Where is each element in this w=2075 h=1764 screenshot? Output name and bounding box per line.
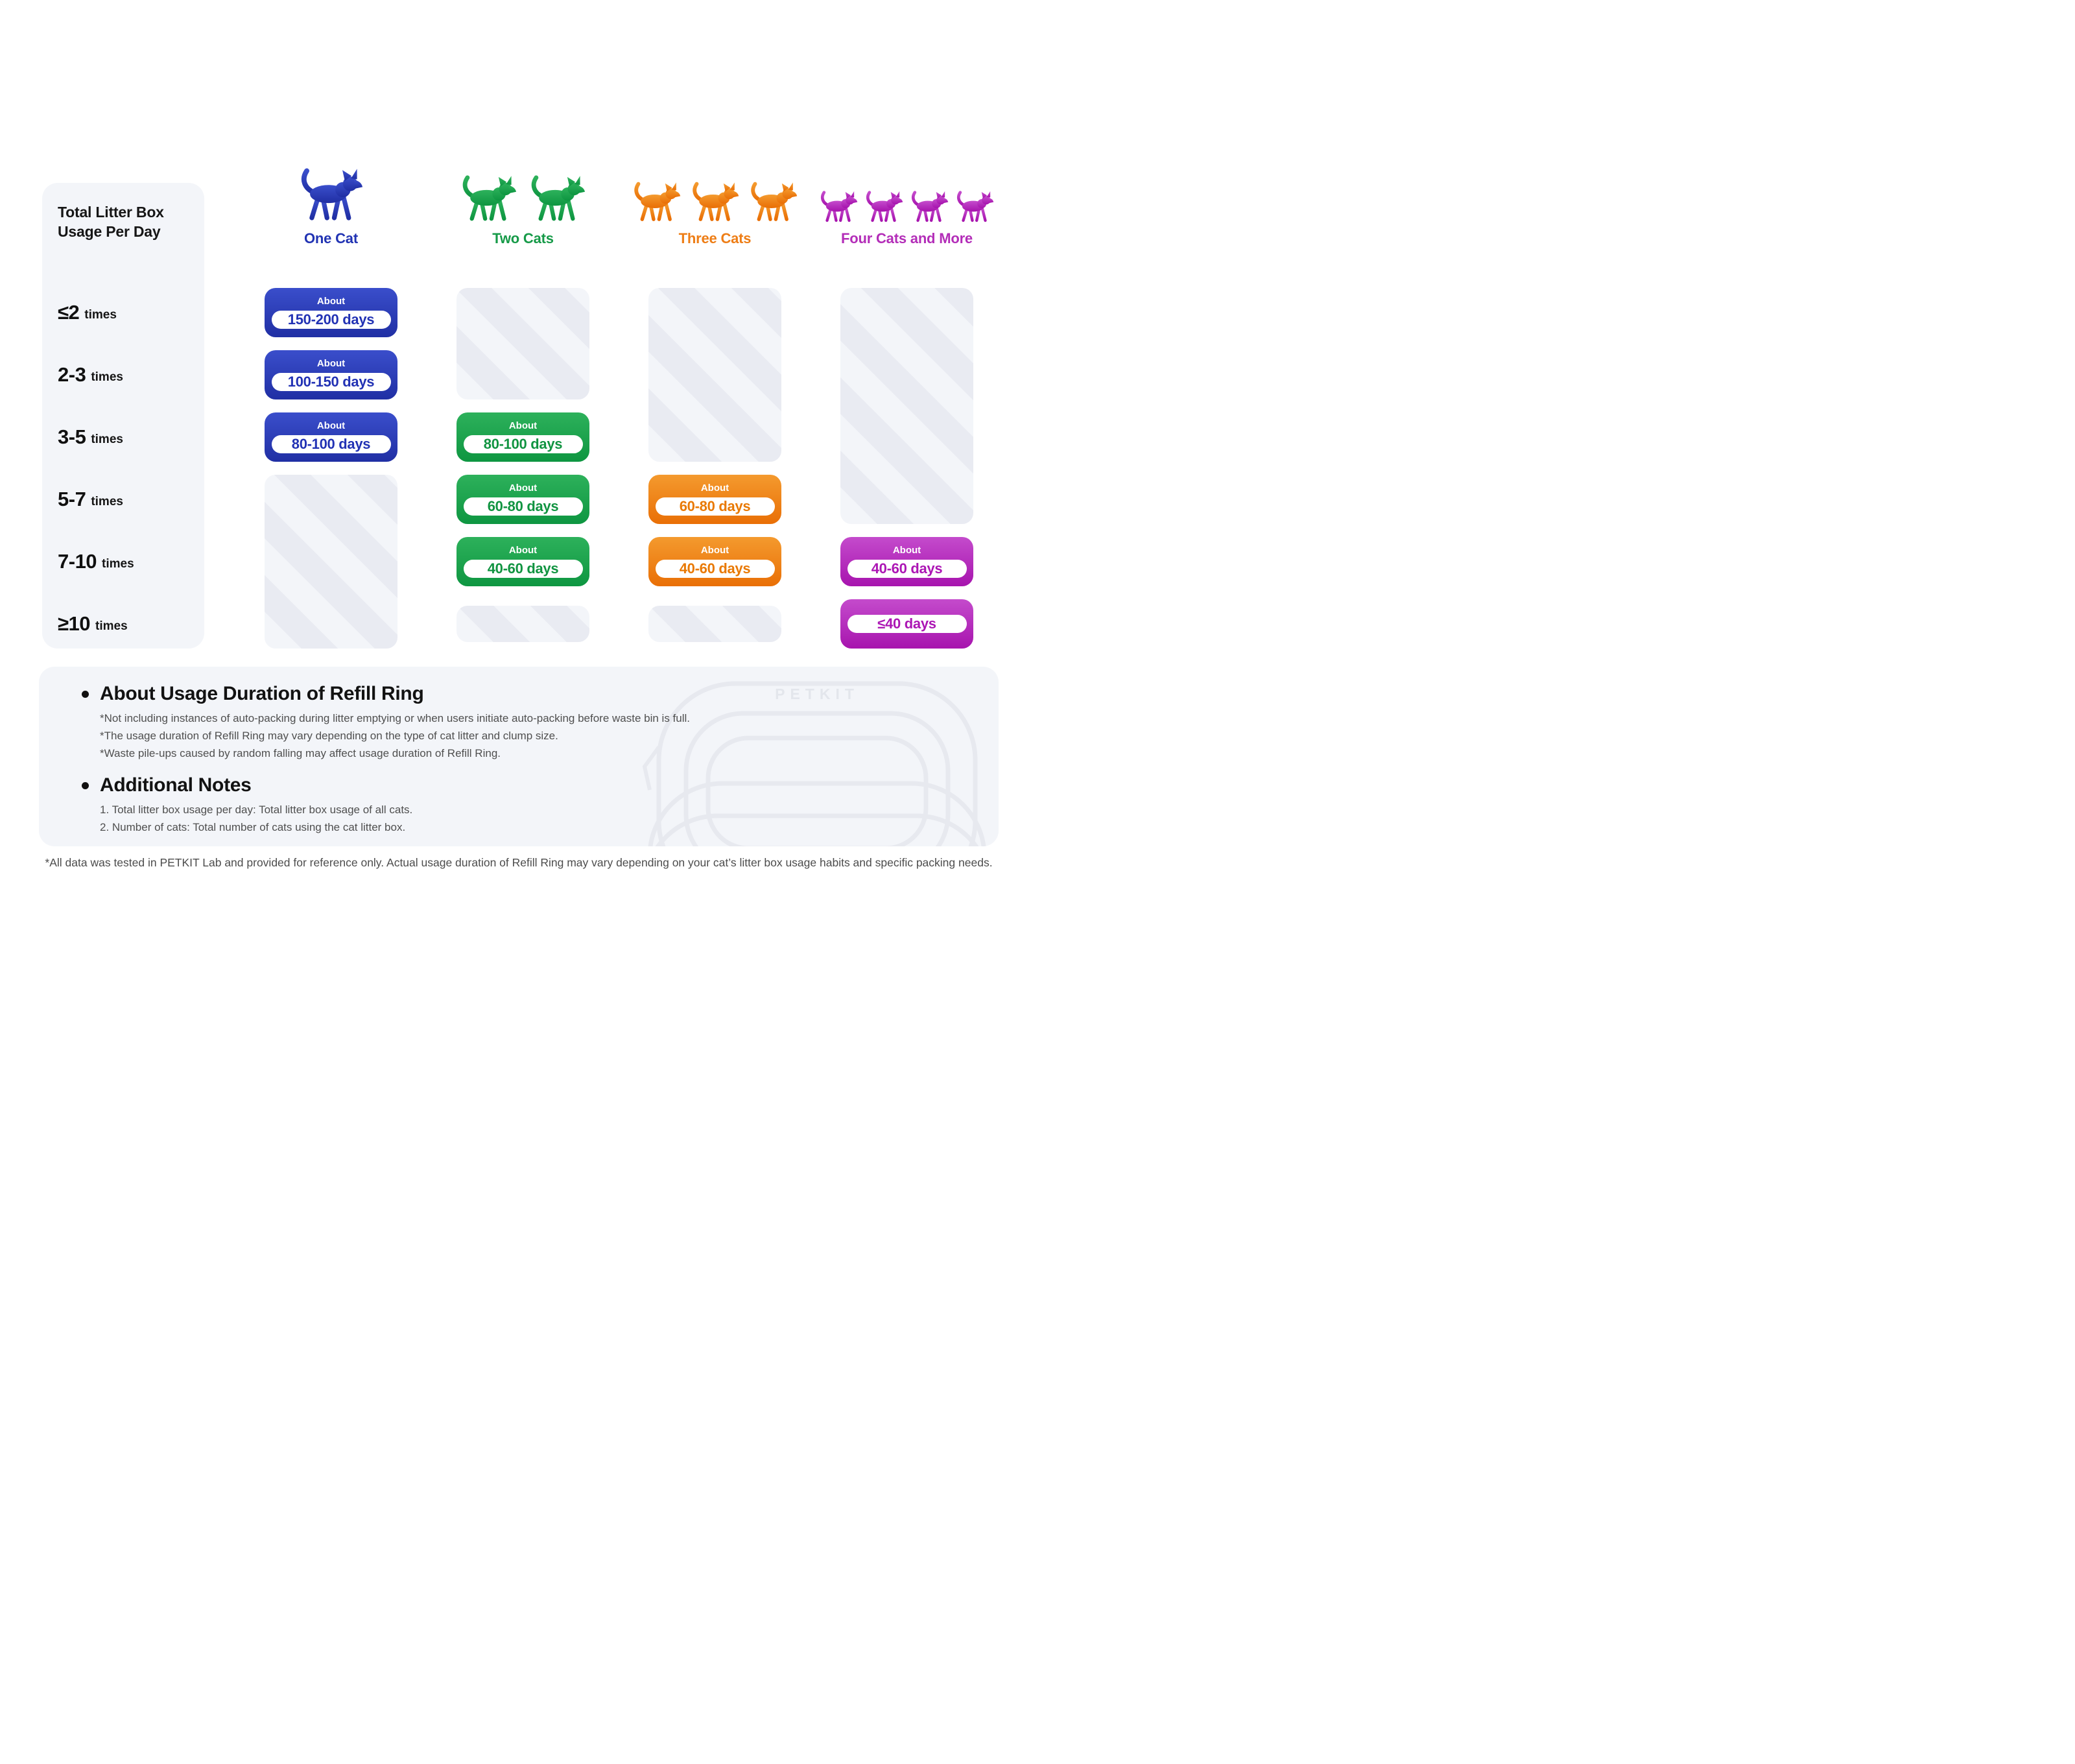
note-line: 1. Total litter box usage per day: Total… <box>100 804 413 816</box>
litterbox-watermark: PETKIT <box>642 681 986 846</box>
row-unit: times <box>91 432 123 446</box>
empty-cell <box>648 288 781 462</box>
row-value: 3-5 <box>58 425 86 448</box>
cat-icon <box>462 175 516 221</box>
pill-prefix: About <box>892 545 921 556</box>
refill-ring-infographic: Total Litter Box Usage Per Day ≤2 times 2-… <box>0 0 1038 882</box>
pill-prefix: About <box>700 545 729 556</box>
duration-pill: ≤40 days <box>840 599 973 649</box>
duration-pill: About 60-80 days <box>456 475 589 524</box>
pill-prefix: About <box>508 545 538 556</box>
column-header-4: Four Cats and More <box>816 166 998 247</box>
cat-icon <box>301 168 362 220</box>
duration-pill: About 60-80 days <box>648 475 781 524</box>
usage-grid: About 150-200 days About 100-150 days About 8… <box>265 288 973 649</box>
row-unit: times <box>95 619 128 633</box>
row-unit: times <box>91 494 123 508</box>
about-usage-heading-text: About Usage Duration of Refill Ring <box>100 683 424 704</box>
pill-value: 60-80 days <box>655 497 775 516</box>
pill-prefix: About <box>316 420 346 431</box>
row-label: 3-5 times <box>58 412 202 462</box>
row-unit: times <box>91 370 123 384</box>
row-value: ≥10 <box>58 612 91 635</box>
pill-prefix: About <box>508 420 538 431</box>
pill-prefix: About <box>316 358 346 369</box>
pill-value: 40-60 days <box>847 560 967 578</box>
duration-pill: About 40-60 days <box>648 537 781 586</box>
row-axis-panel: Total Litter Box Usage Per Day ≤2 times 2-… <box>42 183 204 649</box>
column-label: Two Cats <box>492 230 554 246</box>
column-label: Three Cats <box>678 230 752 246</box>
notes-content: About Usage Duration of Refill Ring *Not… <box>39 667 999 836</box>
note-line: *Not including instances of auto-packing… <box>100 712 690 724</box>
bullet-icon <box>82 690 89 698</box>
row-unit: times <box>102 556 134 571</box>
column-label: Four Cats and More <box>841 230 973 246</box>
duration-pill: About 40-60 days <box>840 537 973 586</box>
row-value: ≤2 <box>58 301 80 324</box>
empty-cell <box>265 475 397 649</box>
pill-value: 60-80 days <box>463 497 583 516</box>
pill-value: 80-100 days <box>271 435 391 453</box>
cat-icons <box>816 166 998 224</box>
pill-prefix: About <box>316 296 346 307</box>
cat-icon <box>634 182 680 221</box>
additional-notes-heading: Additional Notes <box>82 774 999 797</box>
row-value: 5-7 <box>58 488 86 510</box>
pill-prefix: About <box>700 483 729 494</box>
cat-icons <box>433 166 614 224</box>
empty-cell <box>456 606 589 642</box>
duration-pill: About 80-100 days <box>456 412 589 462</box>
cat-icon <box>911 191 949 222</box>
duration-pill: About 40-60 days <box>456 537 589 586</box>
pill-value: ≤40 days <box>847 615 967 633</box>
empty-cell <box>840 288 973 524</box>
cat-icon <box>956 191 994 222</box>
duration-pill: About 80-100 days <box>265 412 397 462</box>
column-header-2: Two Cats <box>433 166 614 247</box>
cat-icon <box>531 175 585 221</box>
pill-value: 100-150 days <box>271 373 391 391</box>
petkit-watermark-text: PETKIT <box>775 685 859 702</box>
pill-value: 40-60 days <box>463 560 583 578</box>
footer-disclaimer: *All data was tested in PETKIT Lab and p… <box>45 856 993 869</box>
cat-icon <box>750 182 797 221</box>
empty-cell <box>648 606 781 642</box>
bullet-icon <box>82 781 89 789</box>
column-label: One Cat <box>304 230 358 246</box>
pill-prefix: About <box>508 483 538 494</box>
duration-pill: About 100-150 days <box>265 350 397 399</box>
note-line: *The usage duration of Refill Ring may v… <box>100 730 558 742</box>
cat-icons <box>624 166 806 224</box>
row-value: 7-10 <box>58 550 97 573</box>
additional-notes: 1. Total litter box usage per day: Total… <box>100 801 999 836</box>
cat-icon <box>692 182 739 221</box>
column-header-3: Three Cats <box>624 166 806 247</box>
row-label: ≤2 times <box>58 288 202 337</box>
column-header-1: One Cat <box>241 166 422 247</box>
pill-value: 80-100 days <box>463 435 583 453</box>
note-line: 2. Number of cats: Total number of cats … <box>100 821 406 833</box>
empty-cell <box>456 288 589 399</box>
row-label: 5-7 times <box>58 475 202 524</box>
cat-icons <box>241 166 422 224</box>
cat-icon <box>866 191 903 222</box>
row-labels: ≤2 times 2-3 times 3-5 times 5-7 times 7-10 times… <box>58 288 202 662</box>
pill-value: 40-60 days <box>655 560 775 578</box>
row-label: 2-3 times <box>58 350 202 399</box>
cat-icon <box>820 191 858 222</box>
row-value: 2-3 <box>58 363 86 386</box>
row-unit: times <box>84 307 117 322</box>
about-usage-notes: *Not including instances of auto-packing… <box>100 709 999 762</box>
about-usage-heading: About Usage Duration of Refill Ring <box>82 682 999 706</box>
row-label: 7-10 times <box>58 537 202 586</box>
row-axis-title: Total Litter Box Usage Per Day <box>58 204 164 241</box>
pill-value: 150-200 days <box>271 311 391 329</box>
note-line: *Waste pile-ups caused by random falling… <box>100 747 501 759</box>
notes-panel: PETKIT About Usage Duration of Refill Ri… <box>39 667 999 846</box>
additional-notes-heading-text: Additional Notes <box>100 774 252 796</box>
duration-pill: About 150-200 days <box>265 288 397 337</box>
row-label: ≥10 times <box>58 599 202 649</box>
